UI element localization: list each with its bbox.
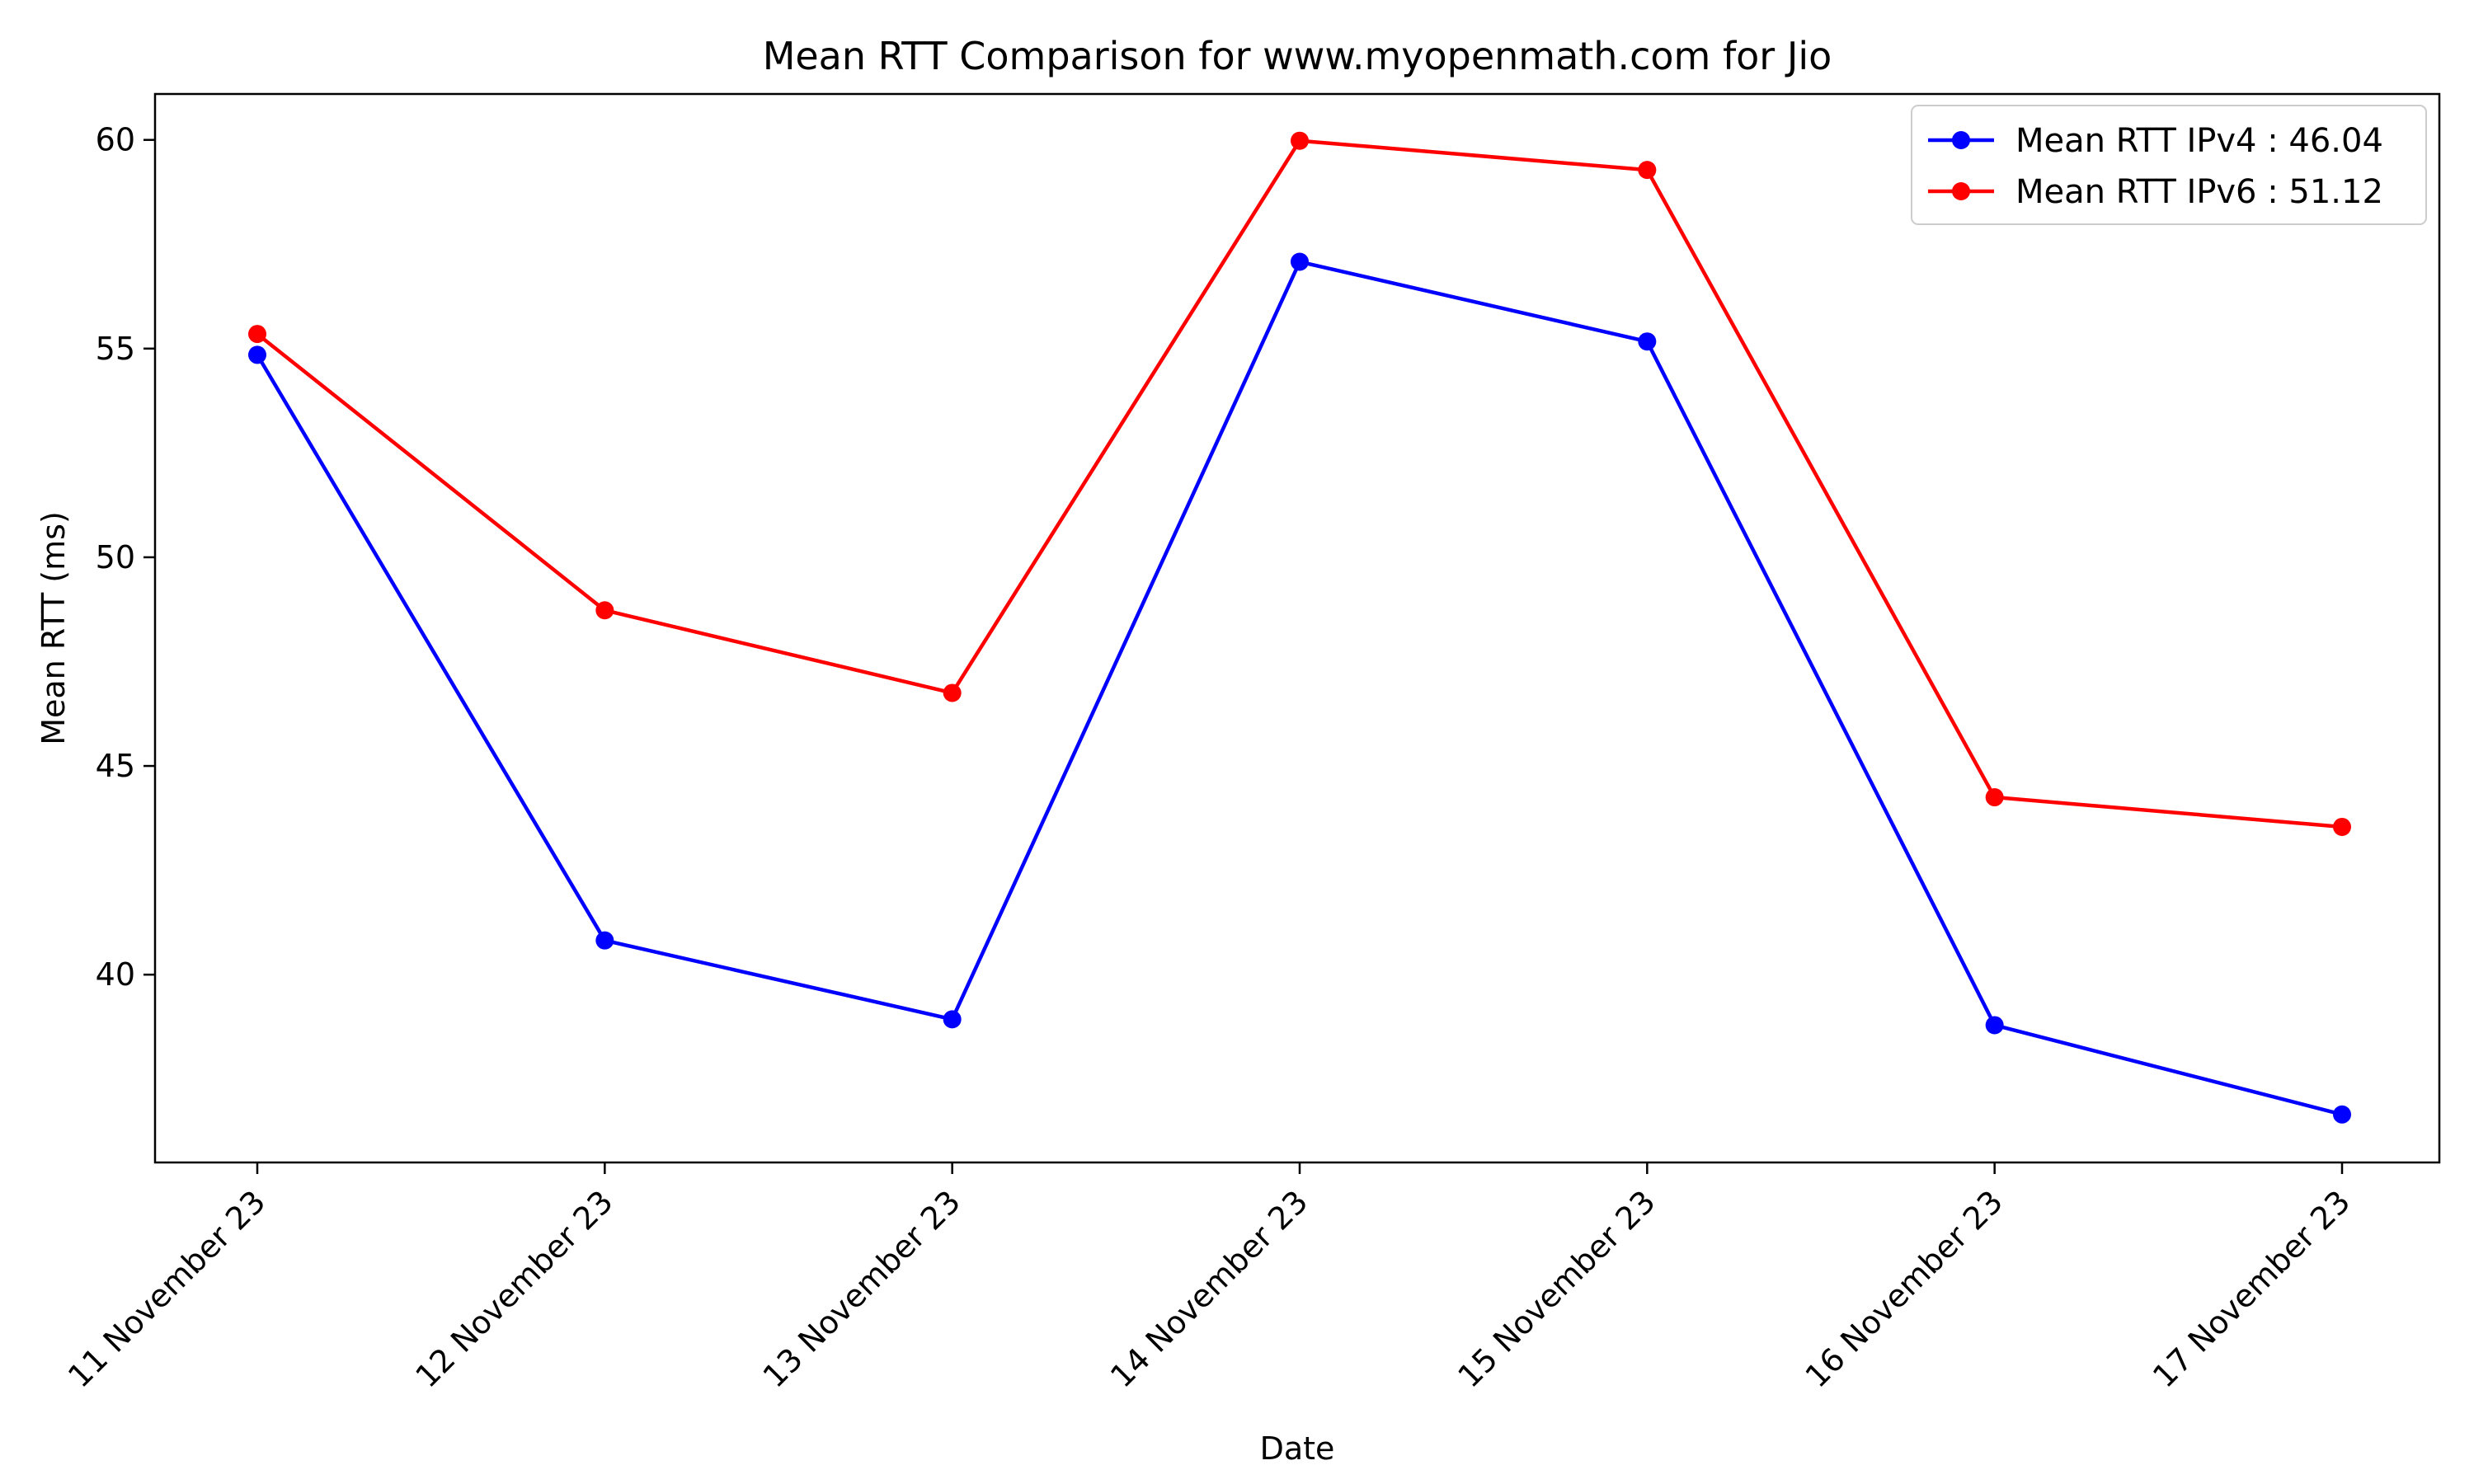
series-layer bbox=[248, 131, 2351, 1124]
series-1 bbox=[248, 252, 2351, 1124]
axes-frame bbox=[153, 92, 2441, 1164]
data-point bbox=[2333, 817, 2351, 836]
legend-label: Mean RTT IPv4 : 46.04 bbox=[2015, 122, 2383, 160]
series-2 bbox=[248, 131, 2351, 836]
legend-item-1: Mean RTT IPv4 : 46.04 bbox=[1928, 122, 2383, 160]
y-tick-label: 45 bbox=[96, 748, 135, 784]
data-point bbox=[595, 931, 614, 950]
legend-marker bbox=[1952, 131, 1970, 149]
data-point bbox=[943, 683, 962, 702]
y-tick-label: 50 bbox=[96, 539, 135, 575]
chart-title: Mean RTT Comparison for www.myopenmath.c… bbox=[763, 34, 1832, 78]
legend: Mean RTT IPv4 : 46.04 Mean RTT IPv6 : 51.… bbox=[1911, 105, 2427, 225]
data-point bbox=[1985, 1016, 2004, 1035]
legend-frame bbox=[1911, 105, 2427, 225]
data-point bbox=[943, 1010, 962, 1029]
x-axis-label: Date bbox=[1260, 1430, 1335, 1467]
legend-marker bbox=[1952, 182, 1970, 200]
data-point bbox=[2333, 1105, 2351, 1124]
data-point bbox=[1291, 131, 1309, 150]
data-point bbox=[248, 325, 266, 344]
y-tick-label: 55 bbox=[96, 331, 135, 367]
y-axis: 40 45 50 55 60 bbox=[96, 122, 155, 993]
y-axis-label: Mean RTT (ms) bbox=[35, 511, 72, 745]
legend-item-2: Mean RTT IPv6 : 51.12 bbox=[1928, 173, 2383, 211]
legend-label: Mean RTT IPv6 : 51.12 bbox=[2015, 173, 2383, 211]
y-tick-label: 60 bbox=[96, 122, 135, 158]
data-point bbox=[1638, 332, 1657, 351]
data-point bbox=[248, 345, 266, 364]
data-point bbox=[595, 601, 614, 620]
data-point bbox=[1985, 788, 2004, 807]
data-point bbox=[1638, 161, 1657, 180]
data-point bbox=[1291, 252, 1309, 271]
y-tick-label: 40 bbox=[96, 956, 135, 993]
